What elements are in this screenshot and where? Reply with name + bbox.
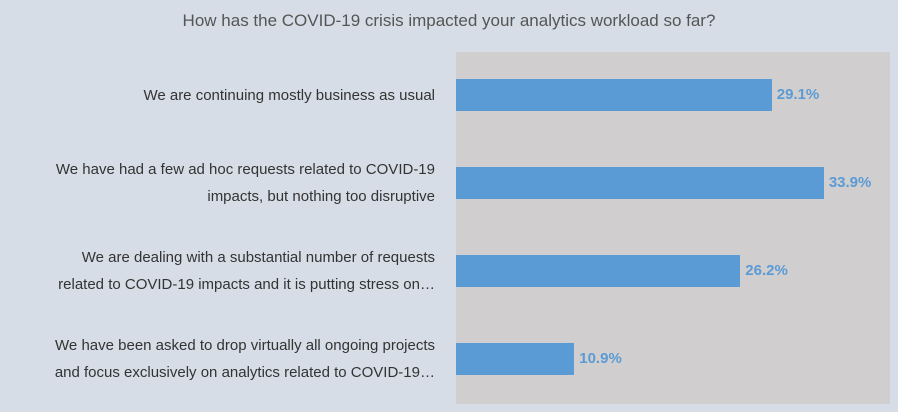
bar-4 xyxy=(456,343,575,375)
category-label-2-line-1: We have had a few ad hoc requests relate… xyxy=(55,161,435,178)
value-label-3: 26.2% xyxy=(745,262,788,279)
category-label-1-line-1: We are continuing mostly business as usu… xyxy=(143,86,435,104)
bar-1 xyxy=(456,79,772,111)
bar-2 xyxy=(456,167,824,199)
category-label-3-line-2: related to COVID-19 impacts and it is pu… xyxy=(58,276,435,293)
value-label-1: 29.1% xyxy=(776,86,820,103)
value-label-4: 10.9% xyxy=(579,350,622,367)
category-label-4-line-1: We have been asked to drop virtually all… xyxy=(55,337,435,354)
value-label-2: 33.9% xyxy=(828,174,872,191)
category-label-2-line-2: impacts, but nothing too disruptive xyxy=(207,188,435,205)
category-label-4-line-2: and focus exclusively on analytics relat… xyxy=(54,364,435,381)
chart-title: How has the COVID-19 crisis impacted you… xyxy=(182,11,716,30)
bar-3 xyxy=(456,255,741,287)
category-label-3-line-1: We are dealing with a substantial number… xyxy=(81,249,435,266)
